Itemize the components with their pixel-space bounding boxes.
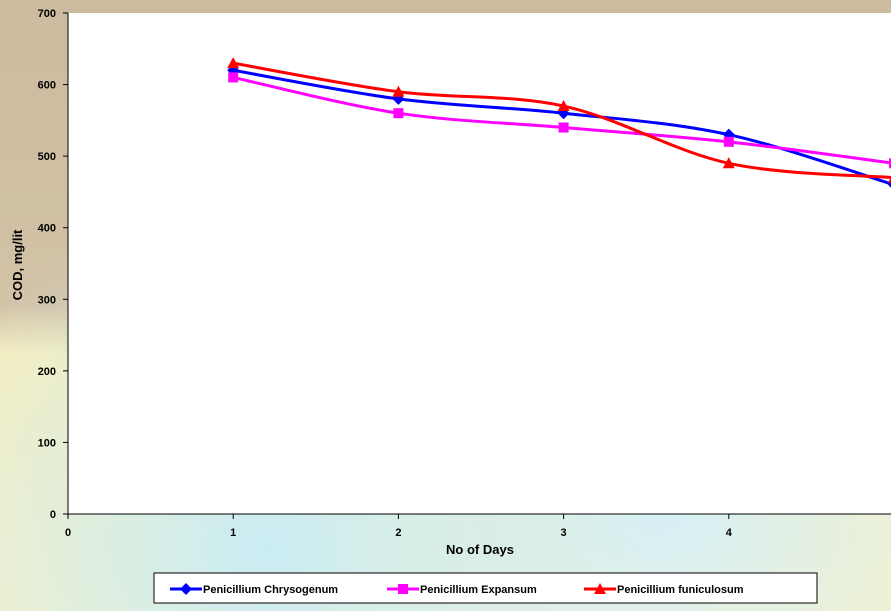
y-tick-label: 500 xyxy=(38,151,56,163)
y-tick-label: 300 xyxy=(38,294,56,306)
legend-swatch-marker xyxy=(180,583,192,595)
data-point xyxy=(227,57,240,69)
data-point xyxy=(393,108,404,119)
x-tick-label: 3 xyxy=(561,527,567,539)
data-point xyxy=(557,100,570,112)
legend-swatch-marker xyxy=(594,583,606,594)
x-tick-label: 4 xyxy=(726,527,733,539)
legend-box xyxy=(153,572,818,604)
y-axis-ticks: 0 100 200 300 400 500 600 700 xyxy=(38,8,68,521)
x-tick-label: 1 xyxy=(230,527,236,539)
x-axis-title: No of Days xyxy=(446,542,514,557)
x-tick-label: 0 xyxy=(65,527,71,539)
plot-area xyxy=(68,13,891,514)
y-tick-label: 600 xyxy=(38,80,56,92)
series-2 xyxy=(228,72,891,169)
y-tick-label: 700 xyxy=(38,8,56,20)
series-3 xyxy=(227,57,891,183)
series-layer xyxy=(227,57,891,188)
data-point xyxy=(888,177,891,183)
x-axis-ticks: 012345 xyxy=(65,514,891,539)
y-axis-title: COD, mg/lit xyxy=(10,229,25,300)
legend-swatch-marker xyxy=(398,584,408,594)
legend-items: Penicillium Chrysogenum Penicillium Expan… xyxy=(170,583,744,596)
y-tick-label: 100 xyxy=(38,437,56,449)
legend-label: Penicillium funiculosum xyxy=(617,584,744,596)
data-point xyxy=(722,157,735,169)
data-point xyxy=(228,72,239,83)
y-tick-label: 0 xyxy=(50,509,56,521)
legend-label: Penicillium Chrysogenum xyxy=(203,584,338,596)
data-point xyxy=(558,122,569,133)
data-point xyxy=(888,181,891,188)
legend-label: Penicillium Expansum xyxy=(420,584,537,596)
data-point xyxy=(889,158,891,169)
y-tick-label: 200 xyxy=(38,366,56,378)
y-tick-label: 400 xyxy=(38,223,56,235)
legend: Penicillium Chrysogenum Penicillium Expan… xyxy=(153,572,818,604)
data-point xyxy=(392,85,405,97)
data-point xyxy=(723,136,734,147)
x-tick-label: 2 xyxy=(395,527,401,539)
